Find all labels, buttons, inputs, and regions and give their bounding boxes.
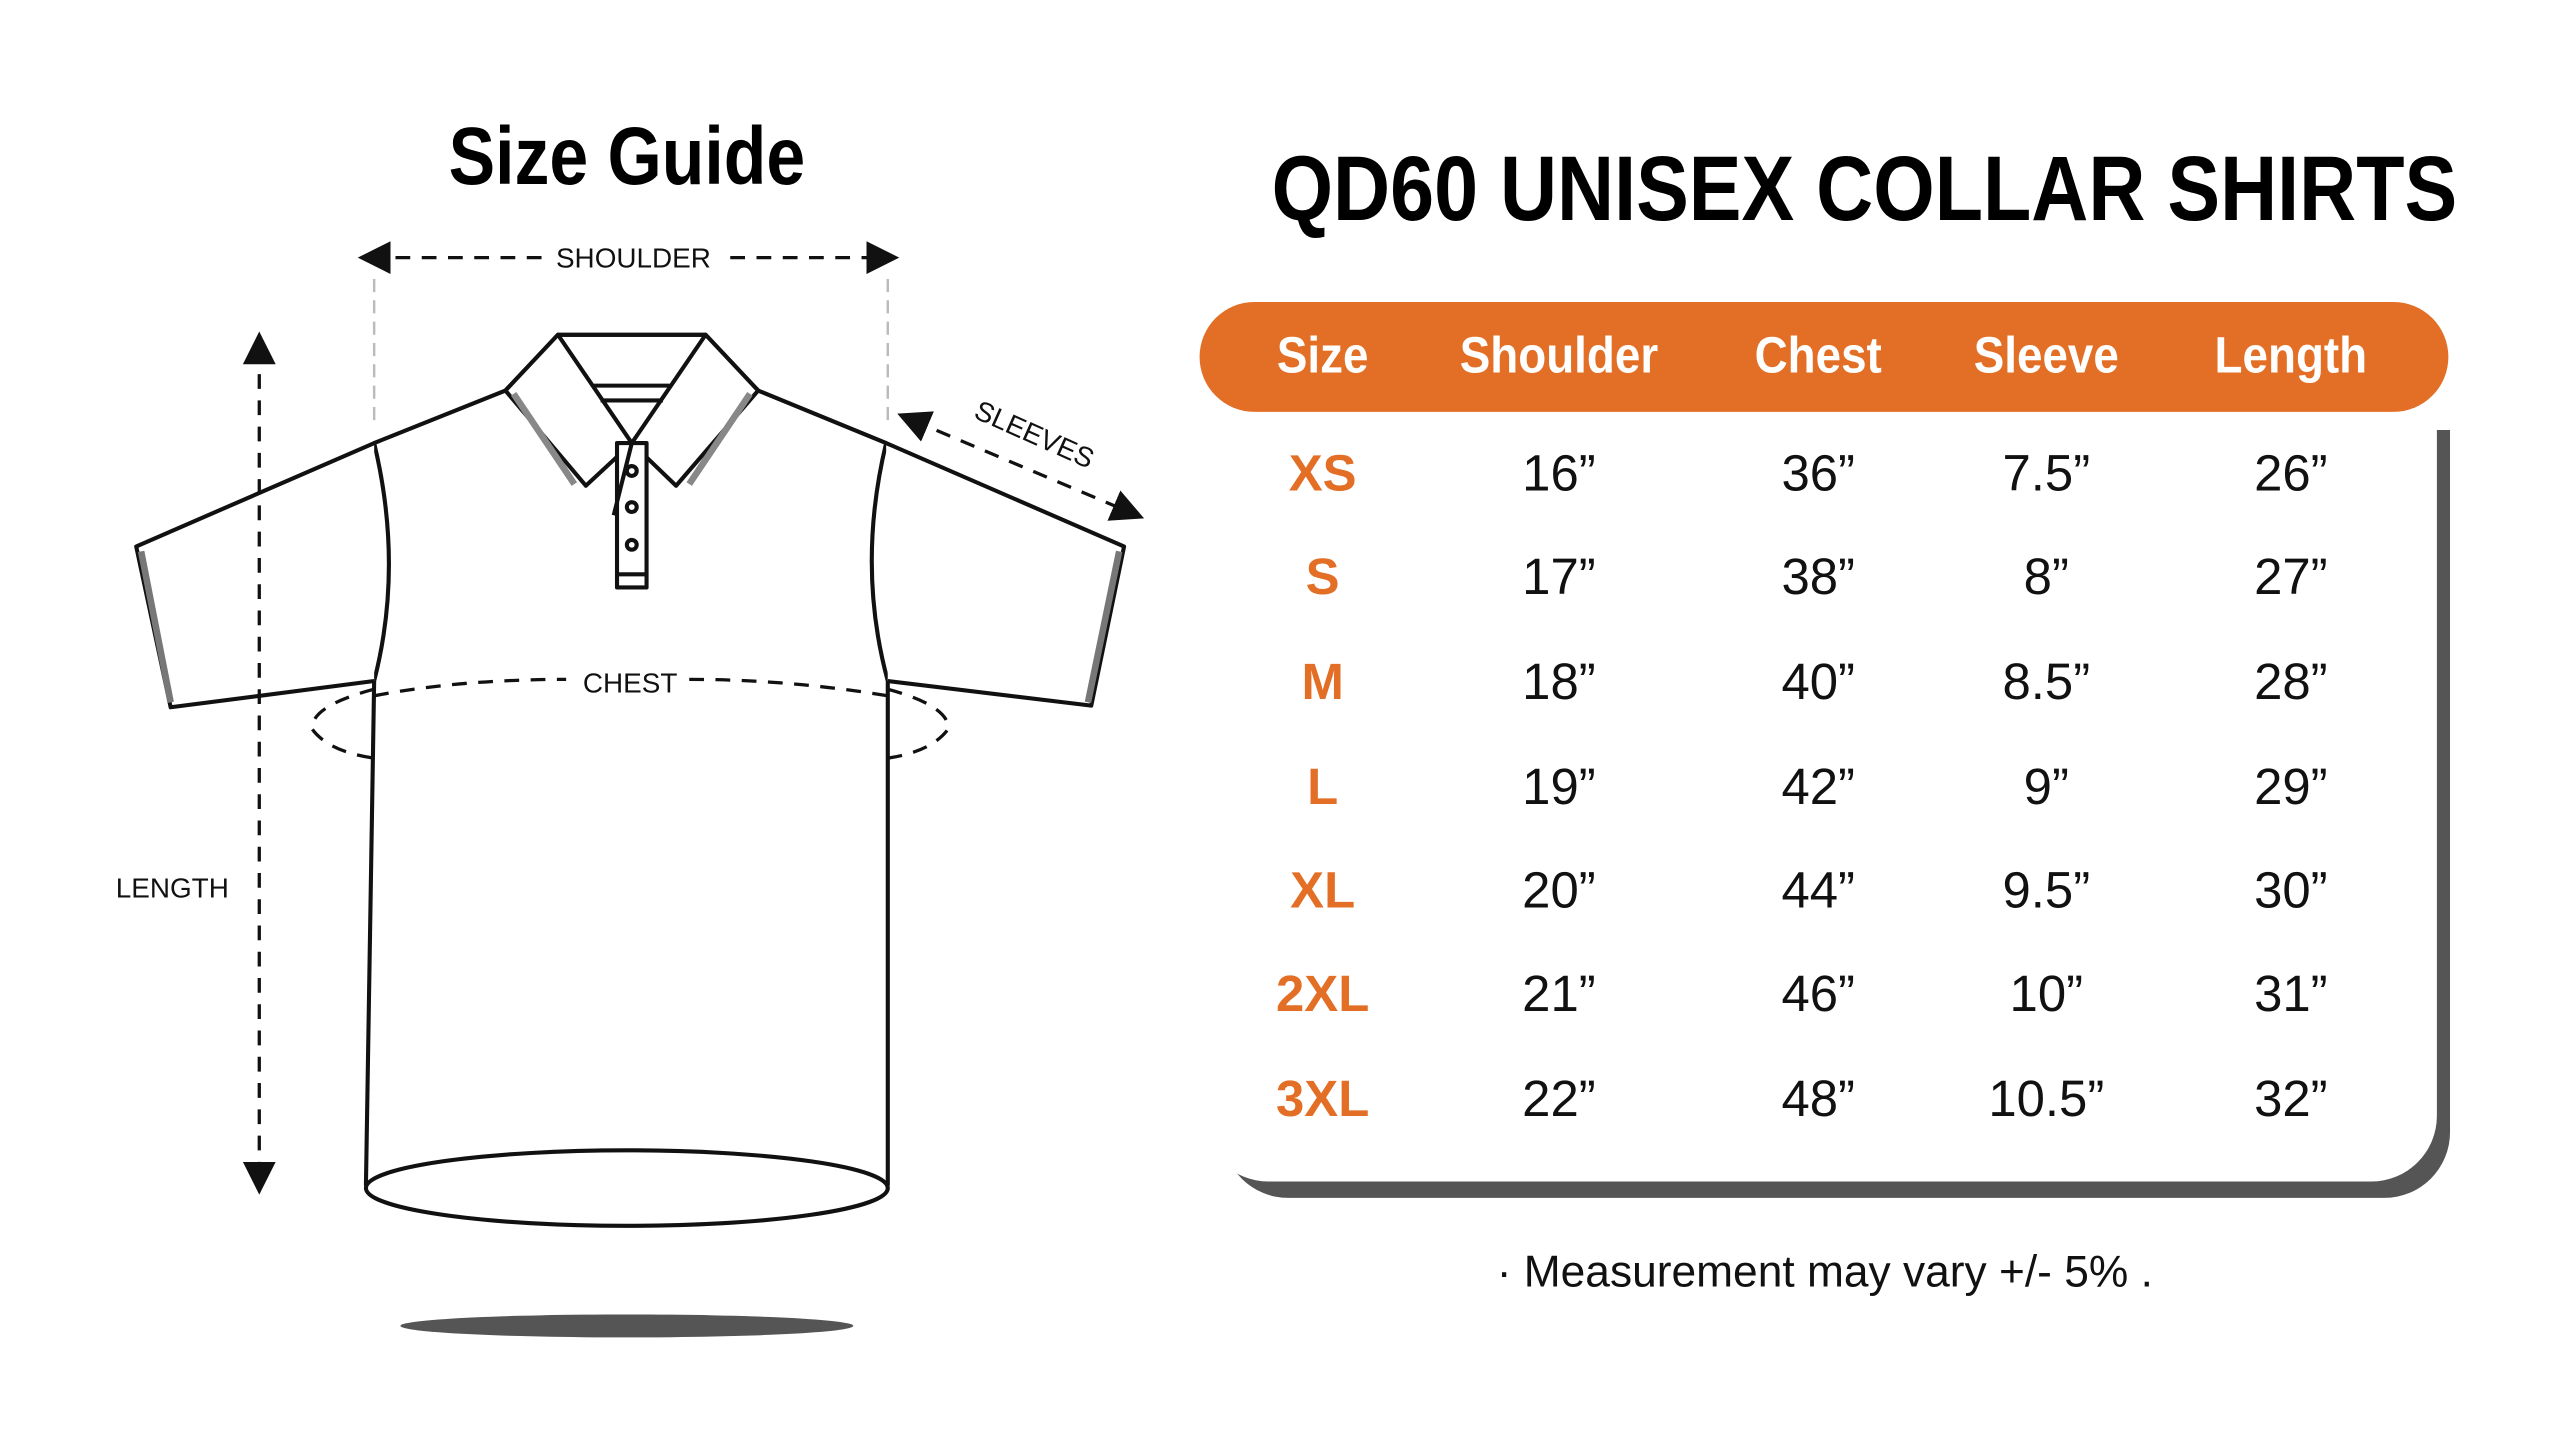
size-table-card — [1202, 393, 2437, 1182]
measurement-cell: 22” — [1522, 1069, 1596, 1128]
measurement-cell: 42” — [1781, 758, 1855, 816]
shirt-diagram: SHOULDER CHEST LENGTH SLEEVES — [116, 241, 1145, 1338]
size-label: XS — [1288, 444, 1357, 503]
size-label: M — [1301, 653, 1344, 711]
measurement-cell: 7.5” — [2002, 444, 2091, 503]
measurement-cell: 9” — [2023, 758, 2069, 816]
measurement-cell: 30” — [2254, 861, 2328, 919]
sleeves-label: SLEEVES — [970, 394, 1099, 474]
size-label: 2XL — [1275, 964, 1370, 1023]
column-header-length: Length — [2214, 326, 2368, 384]
column-header-chest: Chest — [1754, 326, 1882, 384]
measurement-cell: 40” — [1781, 653, 1855, 711]
measurement-cell: 19” — [1522, 758, 1596, 816]
measurement-cell: 36” — [1781, 444, 1855, 503]
measurement-cell: 26” — [2254, 444, 2328, 503]
measurement-cell: 10.5” — [1988, 1069, 2105, 1128]
collar-trim — [137, 392, 1123, 704]
column-header-size: Size — [1276, 326, 1369, 384]
measurement-note: · Measurement may vary +/- 5% . — [1496, 1247, 2153, 1297]
measurement-cell: 9.5” — [2002, 861, 2091, 919]
product-title: QD60 UNISEX COLLAR SHIRTS — [1271, 136, 2458, 240]
length-label: LENGTH — [116, 873, 229, 904]
size-guide-title: Size Guide — [448, 109, 806, 202]
measurement-cell: 20” — [1522, 861, 1596, 919]
column-header-shoulder: Shoulder — [1459, 326, 1659, 384]
measurement-cell: 18” — [1522, 653, 1596, 711]
size-label: L — [1307, 758, 1339, 816]
measurement-cell: 8.5” — [2002, 653, 2091, 711]
shirt-shadow — [400, 1314, 854, 1338]
measurement-cell: 48” — [1781, 1069, 1855, 1128]
measurement-cell: 46” — [1781, 964, 1855, 1023]
chest-label: CHEST — [583, 668, 677, 699]
shoulder-label: SHOULDER — [556, 242, 711, 273]
size-label: S — [1305, 548, 1340, 606]
size-label: 3XL — [1275, 1069, 1370, 1128]
measurement-cell: 28” — [2254, 653, 2328, 711]
shirt-outline — [134, 332, 1127, 1228]
sleeves-arrow — [897, 411, 1145, 521]
measurement-cell: 32” — [2254, 1069, 2328, 1128]
measurement-cell: 10” — [2009, 964, 2084, 1023]
measurement-cell: 8” — [2023, 548, 2069, 606]
measurement-cell: 31” — [2254, 964, 2328, 1023]
measurement-cell: 21” — [1522, 964, 1596, 1023]
measurement-cell: 16” — [1522, 444, 1596, 503]
table-header — [1199, 301, 2449, 412]
measurement-cell: 29” — [2254, 758, 2328, 816]
measurement-cell: 27” — [2254, 548, 2328, 606]
size-label: XL — [1290, 861, 1356, 919]
measurement-cell: 38” — [1781, 548, 1855, 606]
measurement-cell: 44” — [1781, 861, 1855, 919]
measurement-cell: 17” — [1522, 548, 1596, 606]
column-header-sleeve: Sleeve — [1973, 326, 2119, 384]
